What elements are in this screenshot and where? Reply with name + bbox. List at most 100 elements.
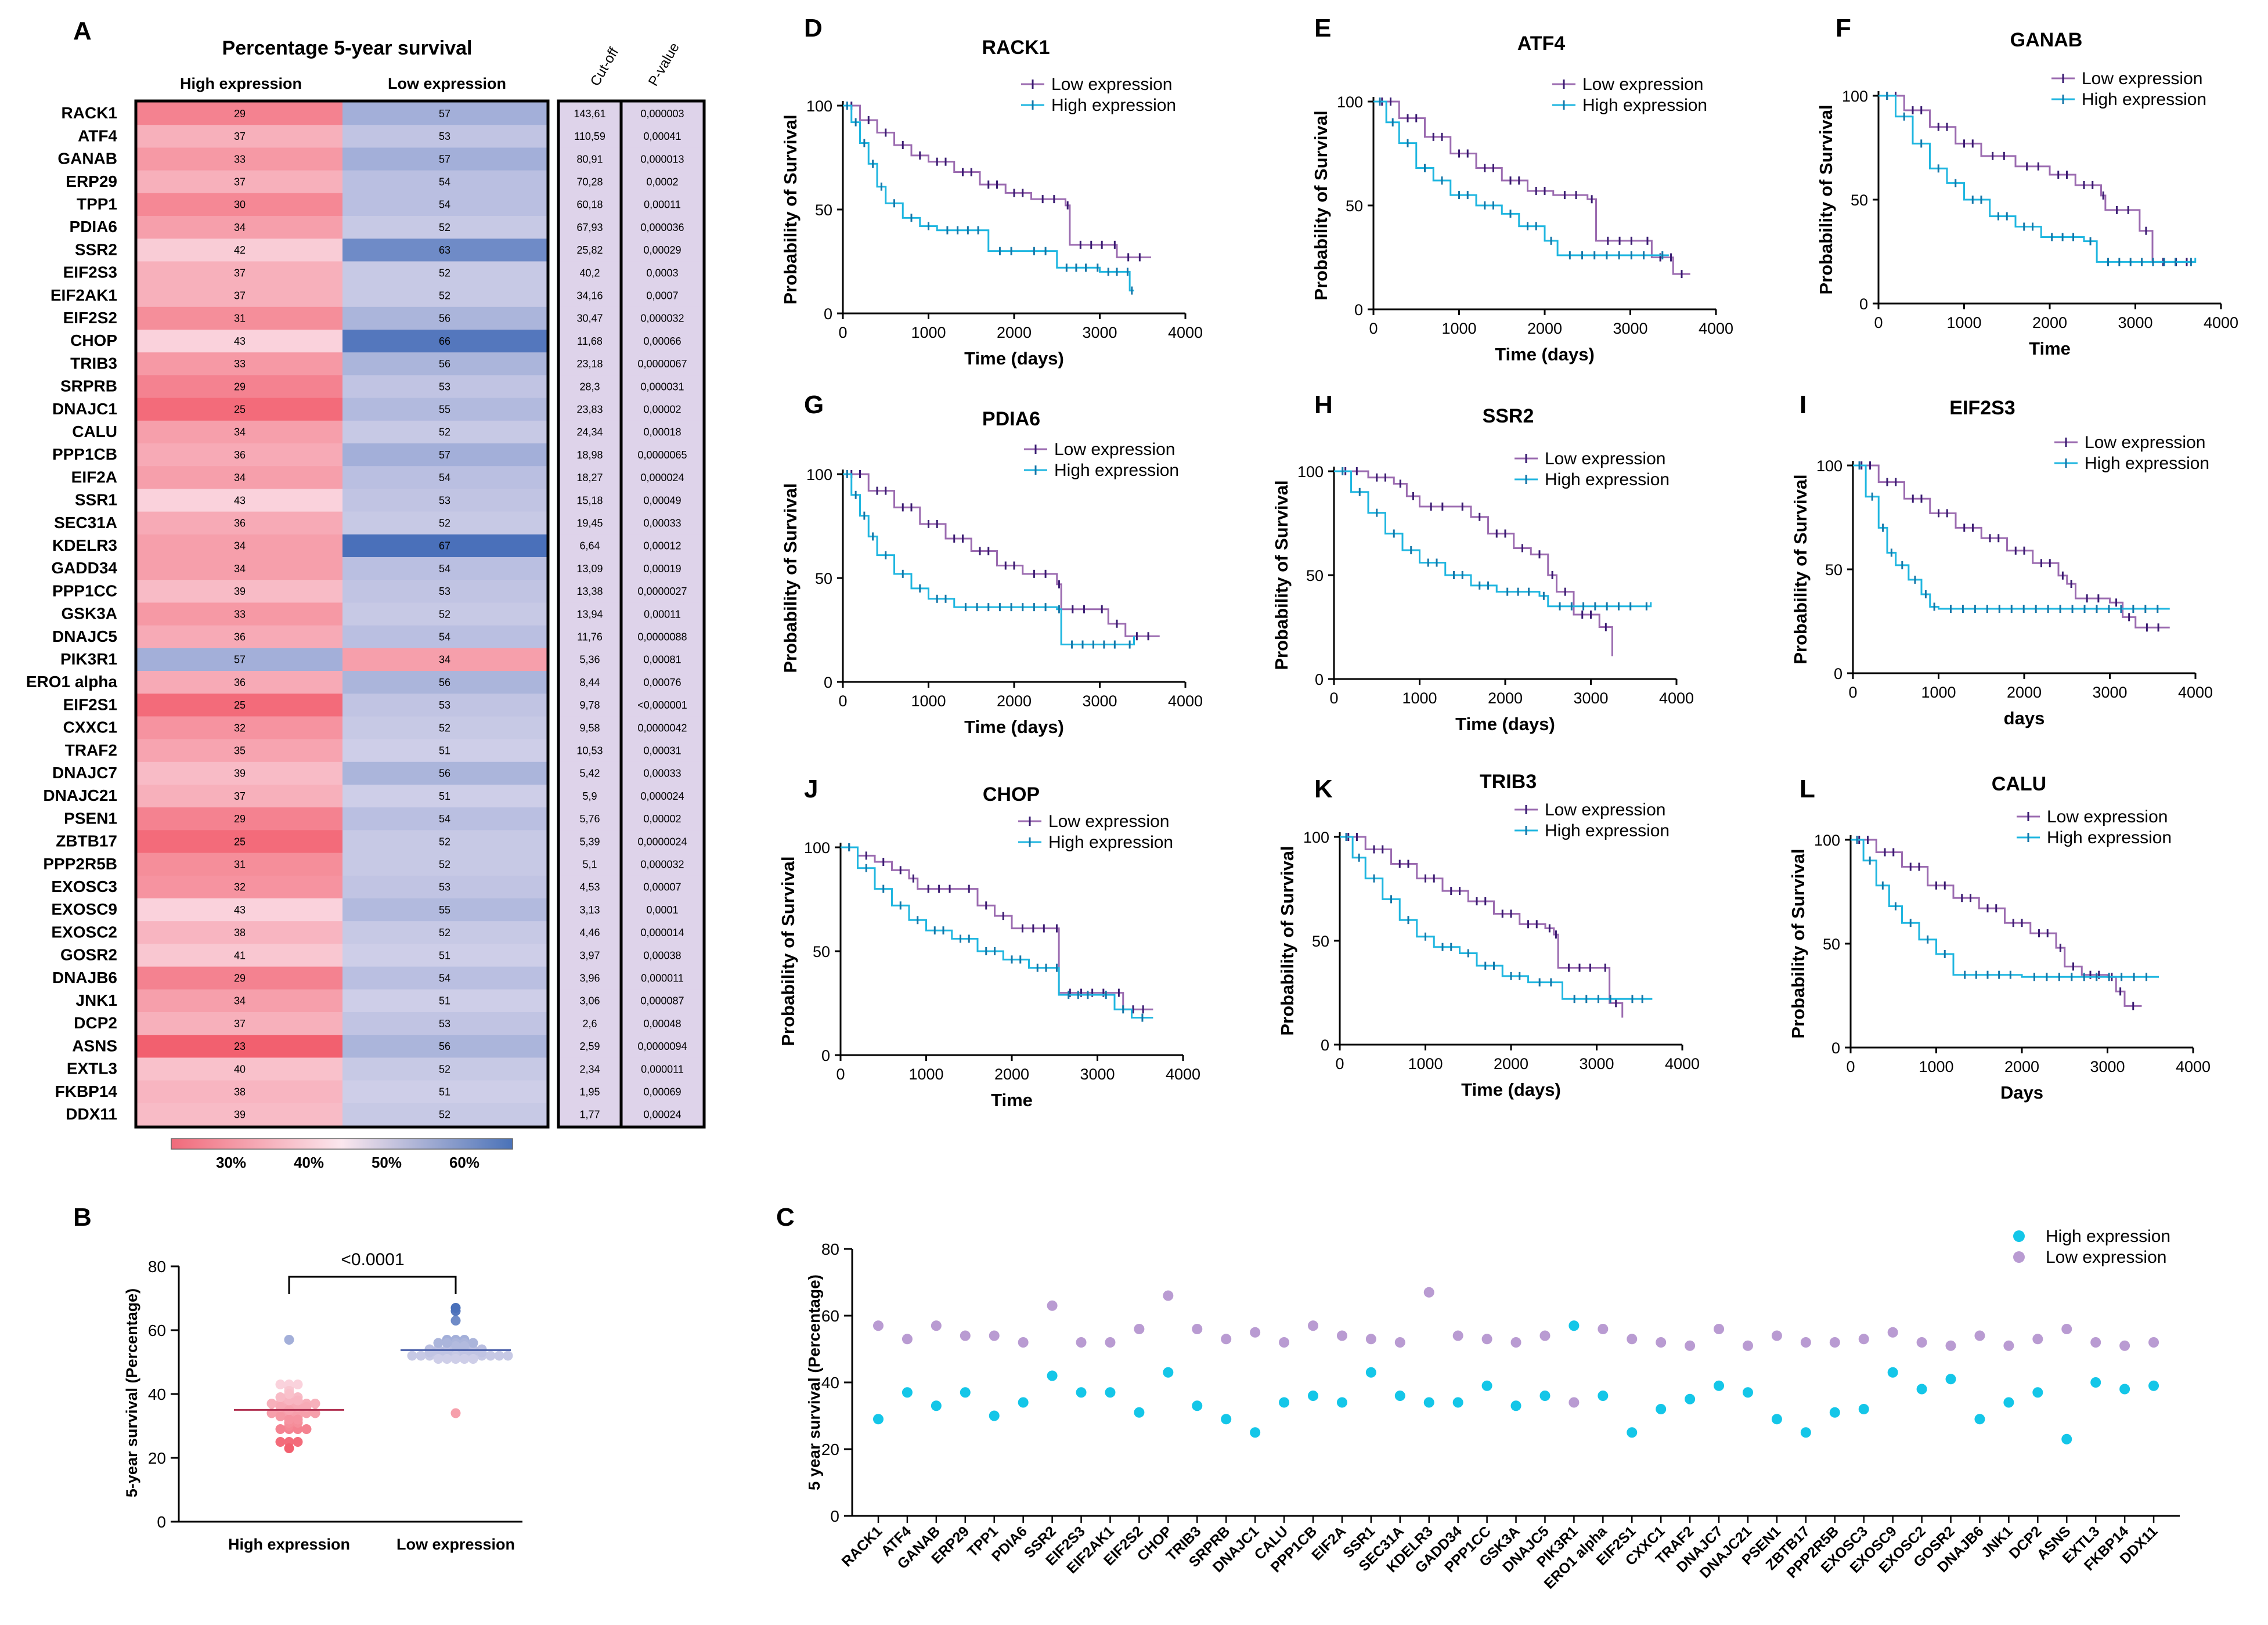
km-legend-high-label: High expression: [1545, 470, 1670, 489]
cutoff-cell: [560, 443, 620, 467]
heatmap-cell-high: [137, 807, 342, 830]
c-point-low: [1279, 1337, 1290, 1348]
c-legend-high-label: High expression: [2046, 1227, 2170, 1246]
heatmap-cell-high: [137, 352, 342, 375]
km-curve-low: [843, 104, 1151, 258]
heatmap-cell-high: [137, 830, 342, 854]
heatmap-cell-low: [342, 1057, 547, 1081]
heatmap-cell-high: [137, 625, 342, 649]
c-point-low: [1163, 1290, 1174, 1301]
heatmap-cell-high: [137, 761, 342, 785]
pvalue-value: 0,000011: [641, 972, 684, 984]
heatmap-gene-label: DNAJB6: [52, 969, 117, 987]
heatmap-cell-low: [342, 511, 547, 535]
heatmap-value-high: 29: [234, 972, 246, 984]
heatmap-value-high: 38: [234, 927, 246, 938]
pvalue-cell: [622, 125, 703, 148]
b-pvalue-annotation: <0.0001: [341, 1250, 404, 1269]
km-y-tick-label: 0: [824, 674, 832, 691]
heatmap-value-high: 25: [234, 403, 246, 415]
pvalue-value: 0,000036: [640, 222, 684, 233]
cutoff-cell: [560, 261, 620, 285]
heatmap-gene-label: EIF2S2: [63, 309, 117, 327]
km-y-tick-label: 0: [821, 1047, 830, 1064]
heatmap-cell-low: [342, 216, 547, 239]
heatmap-value-high: 57: [234, 654, 246, 666]
b-point: [284, 1414, 294, 1425]
cutoff-value: 18,98: [576, 449, 603, 461]
c-point-low: [902, 1334, 913, 1345]
pvalue-cell: [622, 694, 703, 717]
heatmap-row: ERO1 alpha 36 56 8,44 0,00076: [26, 671, 703, 694]
b-point: [284, 1389, 294, 1399]
km-title: RACK1: [982, 37, 1050, 59]
cutoff-value: 40,2: [579, 267, 600, 279]
pvalue-value: 0,0000065: [637, 449, 687, 461]
km-curve-high: [843, 104, 1134, 292]
cutoff-value: 13,38: [576, 586, 603, 597]
km-x-tick-label: 3000: [2092, 684, 2127, 701]
heatmap-cell-low: [342, 466, 547, 489]
heatmap-cell-low: [342, 443, 547, 467]
heatmap-row: DNAJC7 39 56 5,42 0,00033: [52, 761, 703, 785]
heatmap-cell-high: [137, 420, 342, 444]
heatmap-value-low: 53: [439, 586, 450, 597]
pvalue-cell: [622, 489, 703, 512]
b-x-category: Low expression: [396, 1536, 515, 1553]
km-x-axis-label: Time (days): [1495, 344, 1595, 364]
b-point: [284, 1443, 294, 1453]
heatmap-cell-high: [137, 966, 342, 990]
heatmap-value-low: 56: [439, 313, 450, 324]
cutoff-value: 2,34: [579, 1063, 600, 1075]
heatmap-row: CHOP 43 66 11,68 0,00066: [70, 330, 703, 353]
heatmap-row: GSK3A 33 52 13,94 0,00011: [62, 602, 703, 626]
c-point-low: [1018, 1337, 1029, 1348]
heatmap-cell-low: [342, 306, 547, 330]
heatmap-gene-label: DNAJC5: [52, 627, 117, 645]
c-point-high: [1018, 1397, 1029, 1408]
heatmap-row: RACK1 29 57 143,61 0,000003: [62, 102, 703, 125]
km-curve-high: [1853, 464, 2170, 610]
heatmap-value-high: 34: [234, 540, 246, 552]
b-y-tick-label: 80: [148, 1258, 166, 1276]
heatmap-row: EIF2AK1 37 52 34,16 0,0007: [51, 284, 703, 308]
heatmap-cell-low: [342, 102, 547, 125]
km-title: CALU: [1992, 773, 2046, 795]
c-point-high: [902, 1387, 913, 1398]
heatmap-value-high: 43: [234, 494, 246, 506]
heatmap-row: ZBTB17 25 52 5,39 0,0000024: [56, 830, 703, 854]
km-y-tick-label: 0: [1321, 1037, 1329, 1054]
km-x-tick-label: 0: [836, 1066, 845, 1083]
km-x-tick-label: 3000: [2118, 314, 2152, 331]
km-panel-label: E: [1314, 14, 1331, 42]
c-point-low: [1394, 1337, 1405, 1348]
pvalue-value: 0,00012: [643, 540, 681, 552]
pvalue-value: 0,00049: [643, 494, 681, 506]
km-y-tick-label: 100: [1842, 88, 1868, 105]
heatmap-row: KDELR3 34 67 6,64 0,00012: [52, 534, 703, 558]
cutoff-cell: [560, 875, 620, 899]
heatmap-cell-low: [342, 580, 547, 603]
cutoff-value: 30,47: [576, 313, 603, 324]
c-point-low: [1510, 1337, 1521, 1348]
c-point-high: [1452, 1397, 1463, 1408]
pvalue-cell: [622, 875, 703, 899]
km-x-tick-label: 2000: [2032, 314, 2067, 331]
heatmap-value-low: 67: [439, 540, 450, 552]
km-y-tick-label: 50: [1825, 561, 1842, 579]
km-y-tick-label: 0: [1831, 1039, 1840, 1057]
color-scale-tick: 50%: [372, 1154, 402, 1171]
b-point: [450, 1316, 461, 1326]
heatmap-row: DNAJC1 25 55 23,83 0,00002: [52, 398, 703, 421]
pvalue-value: 0,0000067: [637, 358, 687, 370]
pvalue-cell: [622, 830, 703, 854]
km-curve-low: [1853, 464, 2170, 629]
pvalue-value: 0,00041: [643, 131, 681, 142]
heatmap-cell-low: [342, 375, 547, 399]
b-point: [468, 1354, 478, 1364]
heatmap-row: ERP29 37 54 70,28 0,0002: [66, 170, 703, 194]
km-y-axis-label: Probability of Survival: [1311, 110, 1331, 300]
pvalue-cell: [622, 989, 703, 1013]
heatmap-value-low: 54: [439, 199, 450, 211]
km-y-axis-label: Probability of Survival: [1271, 480, 1292, 670]
